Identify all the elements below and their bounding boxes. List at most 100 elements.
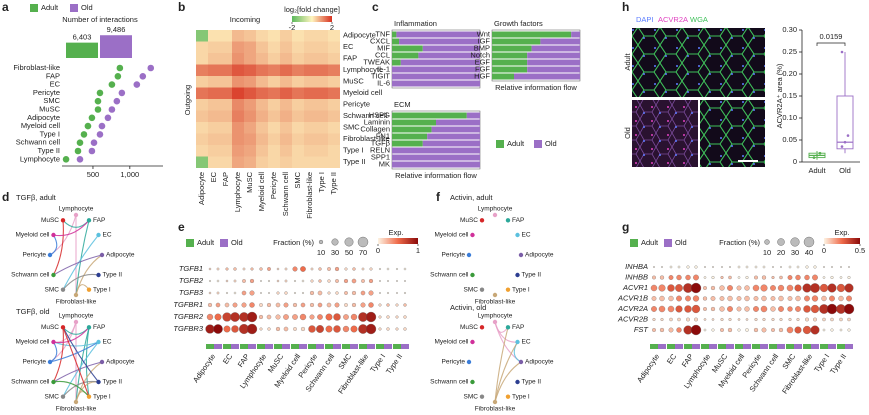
- dot: [711, 318, 715, 321]
- dot: [787, 275, 793, 280]
- heatmap-cell: [328, 133, 340, 145]
- heatmap-cell: [232, 133, 244, 145]
- gene-label: TGFBR3: [173, 324, 203, 333]
- condition-strip: [282, 344, 290, 349]
- network-edge: [49, 234, 58, 256]
- network-node: [470, 272, 475, 278]
- heatmap-cell: [292, 99, 304, 111]
- dot: [685, 274, 691, 281]
- legend-swatch: [70, 4, 78, 12]
- heatmap-cell: [244, 30, 256, 42]
- heatmap-cell: [268, 99, 280, 111]
- dot: [259, 267, 263, 271]
- colorbar: [292, 16, 332, 22]
- dot: [668, 295, 674, 302]
- dot: [246, 311, 258, 323]
- legend-label: Adult: [507, 139, 525, 148]
- network-node-label: Adipocyte: [106, 252, 135, 259]
- heatmap-cell: [196, 99, 208, 111]
- network-node-label: Adipocyte: [106, 359, 135, 366]
- dot: [675, 284, 683, 292]
- network-node-label: SMC: [45, 286, 60, 293]
- dot: [771, 328, 775, 332]
- category-label: Type I: [40, 129, 60, 138]
- dot: [226, 292, 228, 294]
- heatmap-cell: [316, 99, 328, 111]
- y-tick-label: 0.25: [782, 47, 797, 56]
- heatmap-cell: [232, 99, 244, 111]
- dot: [309, 290, 315, 296]
- row-label: FAP: [343, 54, 357, 63]
- dot: [284, 291, 288, 295]
- condition-strip: [692, 344, 700, 349]
- network-node-label: Fibroblast-like: [56, 406, 97, 413]
- heatmap-cell: [316, 64, 328, 76]
- bar-segment: [492, 66, 528, 73]
- heatmap-cell: [328, 53, 340, 65]
- heatmap-cell: [220, 145, 232, 157]
- dot: [395, 327, 399, 331]
- network-edge: [85, 327, 90, 397]
- dot: [310, 279, 314, 283]
- bar-segment: [427, 133, 480, 140]
- gene-label: FST: [634, 325, 650, 334]
- dot: [283, 314, 289, 320]
- dot: [719, 306, 725, 312]
- column-label: Adipocyte: [197, 172, 206, 205]
- panel-label: b: [178, 0, 185, 14]
- dot: [788, 265, 792, 269]
- network-title: Activin, adult: [450, 193, 493, 202]
- gene-label: ACVR2A: [617, 304, 648, 313]
- legend-label: Old: [81, 3, 93, 12]
- heatmap-cell: [304, 145, 316, 157]
- heatmap-cell: [244, 133, 256, 145]
- dot: [386, 315, 390, 319]
- dot: [802, 325, 812, 335]
- network-node-label: Schwann cell: [11, 379, 50, 386]
- dot: [744, 285, 750, 291]
- condition-strip: [701, 344, 709, 349]
- dot: [676, 274, 682, 281]
- dot: [727, 306, 733, 312]
- dot: [242, 279, 246, 283]
- heatmap-cell: [304, 30, 316, 42]
- dot: [745, 275, 749, 280]
- box: [836, 95, 854, 150]
- dot: [677, 317, 681, 322]
- dot: [284, 279, 288, 283]
- dot: [325, 325, 333, 333]
- heatmap-cell: [292, 41, 304, 53]
- bar-segment: [422, 45, 480, 52]
- bar-segment: [436, 119, 480, 126]
- heatmap-cell: [196, 110, 208, 122]
- dot: [351, 278, 357, 284]
- network-node-label: SMC: [45, 393, 60, 400]
- heatmap-cell: [292, 87, 304, 99]
- dot: [737, 328, 741, 332]
- network-node-label: FAP: [93, 217, 105, 224]
- network-node-label: Myeloid cell: [16, 339, 51, 346]
- heatmap-cell: [280, 156, 292, 168]
- column-label: Pericyte: [269, 172, 278, 199]
- condition-strip: [752, 344, 760, 349]
- condition-strip: [667, 344, 675, 349]
- bar-segment: [392, 66, 480, 73]
- size-legend-dot: [344, 237, 354, 247]
- category-label: TIGIT: [371, 71, 391, 80]
- dot: [231, 325, 239, 333]
- network-edge: [53, 380, 90, 398]
- dot: [677, 265, 681, 269]
- row-label: Lymphocyte: [343, 65, 383, 74]
- condition-strip: [342, 344, 350, 349]
- dot: [275, 326, 281, 332]
- box-point: [843, 140, 847, 144]
- dot: [395, 303, 399, 307]
- bar-segment: [392, 45, 423, 52]
- heatmap-cell: [232, 145, 244, 157]
- dot: [379, 292, 381, 294]
- column-label: EC: [209, 171, 218, 182]
- dot: [378, 327, 382, 331]
- network-node: [470, 379, 475, 385]
- x-tick-label: 1,000: [120, 170, 139, 179]
- dot: [710, 306, 716, 312]
